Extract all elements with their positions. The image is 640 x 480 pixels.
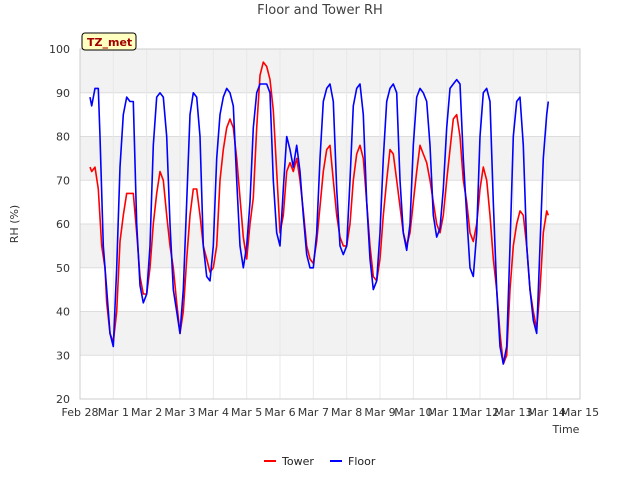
x-tick-label: Mar 8: [331, 406, 362, 419]
x-tick-label: Mar 5: [231, 406, 262, 419]
x-axis-label: Time: [552, 423, 580, 436]
plot-frame: [79, 48, 581, 400]
x-tick-label: Mar 7: [298, 406, 329, 419]
series-line-floor: [89, 78, 550, 365]
x-tick-label: Mar 11: [428, 406, 466, 419]
x-ticks: Feb 28 Mar 1 Mar 2 Mar 3 Mar 4 Mar 5 Mar 6 Mar …: [62, 406, 600, 419]
x-tick-label: Mar 2: [131, 406, 162, 419]
x-tick-label: Mar 4: [198, 406, 229, 419]
y-tick-label: 30: [56, 349, 70, 362]
plot-band: [80, 311, 580, 356]
x-tick-label: Mar 3: [164, 406, 195, 419]
plot-band: [80, 224, 580, 268]
badge-text: TZ_met: [87, 36, 132, 49]
y-tick-label: 100: [49, 43, 70, 56]
x-tick-label: Mar 10: [394, 406, 432, 419]
series-layer: [89, 61, 550, 365]
y-tick-label: 50: [56, 262, 70, 275]
y-tick-label: 20: [56, 393, 70, 406]
y-tick-label: 40: [56, 306, 70, 319]
legend-label: Tower: [281, 455, 314, 468]
y-tick-label: 70: [56, 174, 70, 187]
badge-box: [81, 32, 137, 51]
y-axis-label: RH (%): [8, 205, 21, 243]
plot-band: [80, 136, 580, 181]
legend-label: Floor: [348, 455, 376, 468]
legend-item-tower: Tower: [264, 455, 314, 468]
x-tick-label: Mar 12: [461, 406, 499, 419]
x-tick-label: Mar 9: [364, 406, 395, 419]
x-tick-label: Mar 14: [528, 406, 566, 419]
y-tick-label: 60: [56, 218, 70, 231]
series-line-tower: [89, 61, 550, 365]
x-tick-label: Mar 1: [98, 406, 129, 419]
x-tick-label: Feb 28: [62, 406, 99, 419]
legend: Tower Floor: [264, 455, 376, 468]
x-tick-label: Mar 13: [494, 406, 532, 419]
x-tick-label: Mar 15: [561, 406, 599, 419]
y-tick-label: 80: [56, 131, 70, 144]
legend-item-floor: Floor: [330, 455, 376, 468]
x-tick-label: Mar 6: [264, 406, 295, 419]
chart-title: Floor and Tower RH: [257, 3, 383, 18]
y-ticks: 20 30 40 50 60 70 80 90 100: [49, 43, 70, 406]
y-tick-label: 90: [56, 87, 70, 100]
tz-met-badge: TZ_met: [81, 32, 137, 51]
